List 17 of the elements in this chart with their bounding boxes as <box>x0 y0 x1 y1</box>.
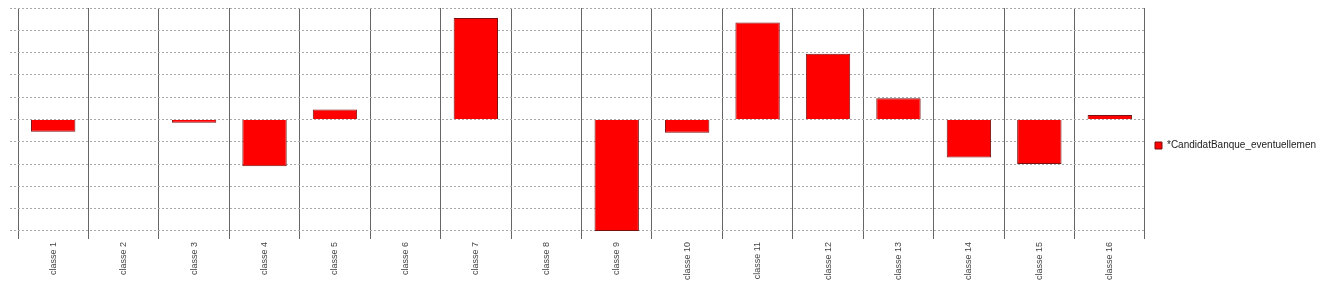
x-tick-label: classe 3 <box>188 241 199 276</box>
x-tick-label: classe 13 <box>892 241 903 281</box>
x-tick-label: classe 8 <box>540 241 551 276</box>
x-tick-label: classe 15 <box>1033 241 1044 281</box>
x-tick-label: classe 6 <box>399 241 410 276</box>
x-tick-label: classe 5 <box>329 241 340 276</box>
legend-label: *CandidatBanque_eventuellemen <box>1167 139 1317 151</box>
x-tick-label: classe 2 <box>118 241 129 276</box>
x-tick-label: classe 4 <box>259 241 270 276</box>
x-tick-label: classe 10 <box>681 241 692 281</box>
x-tick-label: classe 11 <box>752 241 763 280</box>
x-tick-label: classe 7 <box>470 241 481 276</box>
x-tick-label: classe 16 <box>1104 241 1115 281</box>
x-tick-label: classe 9 <box>611 241 622 276</box>
x-tick-label: classe 1 <box>47 241 58 276</box>
x-tick-label: classe 12 <box>822 241 833 281</box>
x-tick-label: classe 14 <box>963 241 974 281</box>
